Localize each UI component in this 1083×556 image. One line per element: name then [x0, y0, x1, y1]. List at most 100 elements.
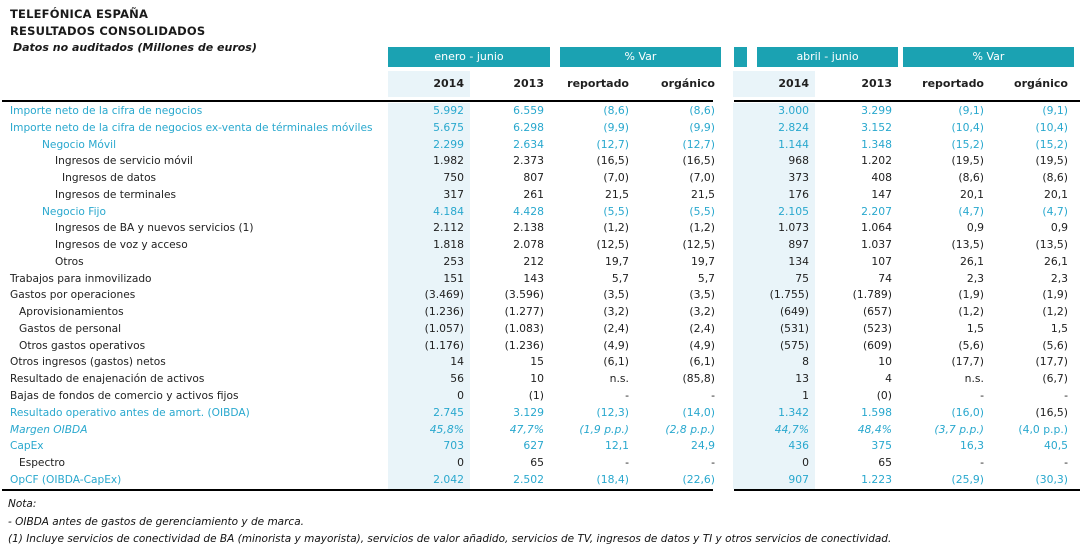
cell-value: 2,3 — [1050, 271, 1068, 285]
cell-value: 2.373 — [513, 154, 544, 168]
cell-value: (5,6) — [1042, 338, 1068, 352]
cell-value: 2.299 — [388, 136, 470, 154]
column-spacer — [721, 405, 733, 422]
cell-value: 436 — [733, 438, 815, 456]
col-header-var1-organico: orgánico — [661, 77, 715, 90]
table-body: Importe neto de la cifra de negocios 5.99… — [0, 103, 1074, 489]
cell-value: (1,9 p.p.) — [579, 422, 629, 436]
column-spacer — [721, 338, 733, 355]
column-spacer — [721, 120, 733, 137]
table-row: Gastos por operaciones (3.469) (3.596) (3,5… — [0, 287, 1074, 305]
column-spacer — [721, 237, 733, 254]
cell-value: 0 — [733, 455, 815, 472]
table-row: Resultado operativo antes de amort. (OIB… — [0, 404, 1074, 422]
cell-value: 2.745 — [388, 404, 470, 422]
table-row: Ingresos de terminales 317 261 21,5 21,5 176 1… — [0, 186, 1074, 204]
cell-value: 1.348 — [861, 137, 892, 151]
row-label: Gastos de personal — [19, 322, 122, 335]
cell-value: 907 — [733, 471, 815, 489]
period-header-enero-junio: enero - junio — [388, 47, 550, 67]
table-row: Ingresos de voz y acceso 1.818 2.078 (12,5)… — [0, 237, 1074, 254]
table-row: Gastos de personal (1.057) (1.083) (2,4) (2,… — [0, 320, 1074, 338]
table-bottom-rule-right — [734, 489, 1080, 491]
cell-value: 3.299 — [861, 104, 892, 117]
cell-value: (4,9) — [603, 338, 629, 352]
cell-value: 2.078 — [513, 238, 544, 252]
cell-value: - — [625, 389, 629, 403]
row-label: Trabajos para inmovilizado — [10, 272, 152, 285]
cell-value: (4,7) — [958, 204, 984, 218]
cell-value: (7,0) — [689, 171, 715, 185]
cell-value: (1.236) — [504, 338, 544, 352]
cell-value: - — [1064, 456, 1068, 470]
cell-value: (657) — [862, 305, 892, 319]
cell-value: 1,5 — [1050, 321, 1068, 335]
cell-value: 65 — [530, 456, 544, 470]
cell-value: 44,7% — [733, 421, 815, 439]
cell-value: (10,4) — [951, 120, 984, 134]
cell-value: (1,2) — [958, 305, 984, 319]
cell-value: (3.469) — [388, 287, 470, 305]
cell-value: 143 — [523, 271, 544, 285]
cell-value: (16,5) — [682, 154, 715, 168]
cell-value: (85,8) — [682, 372, 715, 386]
column-spacer — [721, 455, 733, 472]
column-spacer — [721, 388, 733, 405]
table-bottom-rule-left — [2, 489, 713, 491]
cell-value: (8,6) — [689, 104, 715, 117]
column-spacer — [721, 321, 733, 338]
cell-value: (3,7 p.p.) — [934, 422, 984, 436]
cell-value: (4,0 p.p.) — [1018, 422, 1068, 436]
cell-value: (8,6) — [603, 104, 629, 117]
cell-value: (15,2) — [951, 137, 984, 151]
row-label: CapEx — [10, 440, 44, 453]
teal-divider-block — [734, 47, 747, 67]
cell-value: (609) — [862, 338, 892, 352]
cell-value: - — [711, 389, 715, 403]
cell-value: 75 — [733, 270, 815, 288]
row-label: Bajas de fondos de comercio y activos fi… — [10, 390, 239, 403]
cell-value: 134 — [733, 253, 815, 271]
cell-value: 48,4% — [857, 422, 892, 436]
cell-value: (1.277) — [504, 305, 544, 319]
table-row: Ingresos de BA y nuevos servicios (1) 2.1… — [0, 220, 1074, 238]
cell-value: (12,7) — [596, 137, 629, 151]
cell-value: 703 — [388, 438, 470, 456]
cell-value: (16,5) — [1035, 405, 1068, 419]
cell-value: 375 — [871, 439, 892, 453]
cell-value: 1.073 — [733, 220, 815, 238]
cell-value: 2.105 — [733, 203, 815, 221]
cell-value: 897 — [733, 237, 815, 254]
column-spacer — [721, 371, 733, 388]
column-spacer — [721, 204, 733, 221]
table-row: Ingresos de servicio móvil 1.982 2.373 (16,… — [0, 153, 1074, 171]
table-row: Otros 253 212 19,7 19,7 134 107 26,1 26,1 — [0, 253, 1074, 271]
cell-value: 4 — [885, 372, 892, 386]
row-label: Negocio Móvil — [42, 138, 117, 151]
cell-value: (6,7) — [1042, 372, 1068, 386]
cell-value: (9,1) — [958, 104, 984, 117]
cell-value: 5,7 — [611, 271, 629, 285]
cell-value: 968 — [733, 153, 815, 171]
cell-value: (3,5) — [689, 288, 715, 302]
cell-value: 47,7% — [509, 422, 544, 436]
label-column-header — [0, 71, 388, 97]
row-label: Ingresos de BA y nuevos servicios (1) — [55, 222, 254, 235]
cell-value: 408 — [871, 171, 892, 185]
footnotes: Nota: - OIBDA antes de gastos de gerenci… — [8, 496, 891, 549]
title-block: TELEFÓNICA ESPAÑA RESULTADOS CONSOLIDADO… — [10, 6, 257, 56]
cell-value: (1,2) — [689, 221, 715, 235]
cell-value: 0 — [388, 455, 470, 472]
column-spacer — [721, 170, 733, 187]
cell-value: 0,9 — [1050, 221, 1068, 235]
column-spacer — [721, 153, 733, 170]
cell-value: 212 — [523, 254, 544, 268]
cell-value: (1,9) — [958, 288, 984, 302]
row-label: Gastos por operaciones — [10, 289, 136, 302]
cell-value: 2.824 — [733, 119, 815, 137]
company-title: TELEFÓNICA ESPAÑA — [10, 7, 149, 21]
cell-value: 750 — [388, 170, 470, 187]
table-row: Aprovisionamientos (1.236) (1.277) (3,2) (3,… — [0, 304, 1074, 321]
row-label: Aprovisionamientos — [19, 306, 124, 319]
table-row: Bajas de fondos de comercio y activos fi… — [0, 388, 1074, 405]
